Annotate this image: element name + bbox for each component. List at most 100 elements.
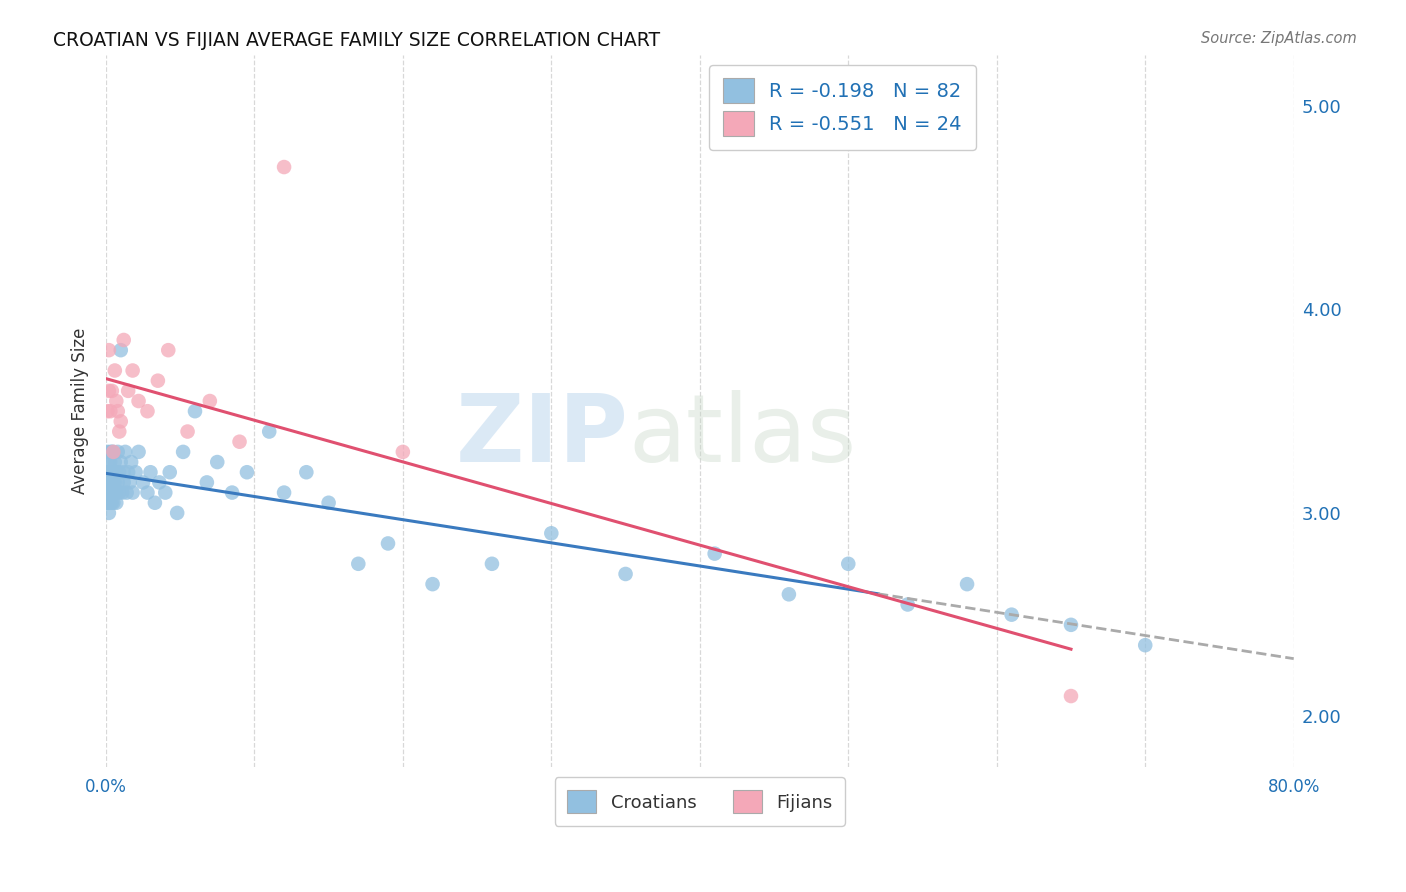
Point xyxy=(132,475,155,490)
Point xyxy=(101,485,124,500)
Point xyxy=(103,475,125,490)
Point xyxy=(101,465,124,479)
Point xyxy=(108,485,131,500)
Point xyxy=(101,384,124,398)
Point xyxy=(104,485,127,500)
Point xyxy=(124,465,146,479)
Point xyxy=(104,475,127,490)
Point xyxy=(195,475,218,490)
Point xyxy=(117,384,139,398)
Point xyxy=(103,445,125,459)
Point xyxy=(236,465,259,479)
Point xyxy=(897,598,920,612)
Point xyxy=(105,485,128,500)
Point xyxy=(97,465,120,479)
Point xyxy=(101,496,124,510)
Point xyxy=(97,384,120,398)
Point xyxy=(110,343,132,358)
Point xyxy=(110,414,132,428)
Point xyxy=(96,445,118,459)
Point xyxy=(377,536,399,550)
Point xyxy=(103,485,125,500)
Point xyxy=(97,506,120,520)
Point xyxy=(104,363,127,377)
Text: atlas: atlas xyxy=(628,390,856,482)
Point xyxy=(118,475,141,490)
Point xyxy=(128,394,150,409)
Legend: Croatians, Fijians: Croatians, Fijians xyxy=(555,778,845,826)
Point xyxy=(148,475,170,490)
Point xyxy=(1135,638,1157,652)
Point xyxy=(105,394,128,409)
Point xyxy=(96,465,118,479)
Point xyxy=(103,465,125,479)
Text: ZIP: ZIP xyxy=(456,390,628,482)
Point xyxy=(1060,617,1083,632)
Point xyxy=(121,485,143,500)
Point xyxy=(257,425,280,439)
Point xyxy=(98,445,121,459)
Point xyxy=(166,506,188,520)
Point xyxy=(155,485,177,500)
Point xyxy=(97,496,120,510)
Point xyxy=(837,557,859,571)
Point xyxy=(105,496,128,510)
Point xyxy=(108,465,131,479)
Point xyxy=(136,404,159,418)
Point xyxy=(98,404,121,418)
Point xyxy=(97,455,120,469)
Point xyxy=(104,455,127,469)
Point xyxy=(97,465,120,479)
Point xyxy=(157,343,180,358)
Point xyxy=(273,160,295,174)
Point xyxy=(101,445,124,459)
Point xyxy=(273,485,295,500)
Point xyxy=(107,445,129,459)
Point xyxy=(221,485,243,500)
Point xyxy=(98,496,121,510)
Point xyxy=(96,485,118,500)
Point xyxy=(96,404,118,418)
Point xyxy=(120,455,142,469)
Point xyxy=(347,557,370,571)
Text: Source: ZipAtlas.com: Source: ZipAtlas.com xyxy=(1201,31,1357,46)
Point xyxy=(184,404,207,418)
Point xyxy=(198,394,221,409)
Point xyxy=(107,404,129,418)
Point xyxy=(176,425,198,439)
Point xyxy=(1060,689,1083,703)
Point xyxy=(318,496,340,510)
Point xyxy=(112,465,135,479)
Point xyxy=(97,343,120,358)
Point xyxy=(98,455,121,469)
Point xyxy=(703,547,725,561)
Point xyxy=(540,526,562,541)
Point xyxy=(228,434,250,449)
Point xyxy=(96,475,118,490)
Point xyxy=(1000,607,1022,622)
Point xyxy=(112,333,135,347)
Point xyxy=(146,374,169,388)
Point xyxy=(96,496,118,510)
Point xyxy=(172,445,194,459)
Point xyxy=(111,485,134,500)
Point xyxy=(112,475,135,490)
Point xyxy=(110,455,132,469)
Y-axis label: Average Family Size: Average Family Size xyxy=(72,328,89,494)
Point xyxy=(115,485,138,500)
Point xyxy=(97,485,120,500)
Point xyxy=(159,465,181,479)
Point xyxy=(614,566,637,581)
Text: CROATIAN VS FIJIAN AVERAGE FAMILY SIZE CORRELATION CHART: CROATIAN VS FIJIAN AVERAGE FAMILY SIZE C… xyxy=(53,31,661,50)
Point xyxy=(392,445,415,459)
Point xyxy=(422,577,444,591)
Point xyxy=(108,425,131,439)
Point xyxy=(98,465,121,479)
Point xyxy=(114,445,136,459)
Point xyxy=(103,496,125,510)
Point xyxy=(143,496,166,510)
Point xyxy=(98,485,121,500)
Point xyxy=(121,363,143,377)
Point xyxy=(117,465,139,479)
Point xyxy=(105,465,128,479)
